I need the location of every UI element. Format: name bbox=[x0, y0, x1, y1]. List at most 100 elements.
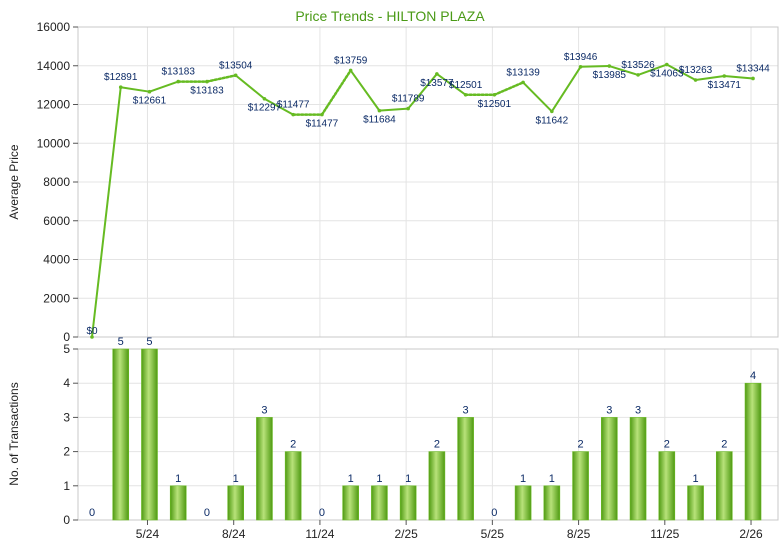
price-line-segment bbox=[263, 97, 295, 116]
price-tick-label: 8000 bbox=[43, 175, 70, 189]
transactions-tick-label: 0 bbox=[63, 513, 70, 527]
transaction-bar bbox=[112, 348, 130, 521]
transaction-bar bbox=[371, 485, 388, 521]
transaction-bar-label: 5 bbox=[118, 336, 124, 348]
transactions-tick-label: 5 bbox=[63, 342, 70, 356]
price-tick-label: 16000 bbox=[37, 20, 71, 34]
price-y-axis-label: Average Price bbox=[7, 144, 21, 219]
x-tick-label: 2/26 bbox=[739, 527, 763, 541]
price-point-label: $14063 bbox=[650, 69, 684, 80]
transaction-bar-label: 3 bbox=[261, 404, 267, 416]
transaction-bar-label: 3 bbox=[635, 404, 641, 416]
price-point-label: $13526 bbox=[621, 60, 655, 71]
price-point-label: $13471 bbox=[708, 80, 742, 91]
x-tick-label: 8/25 bbox=[567, 527, 591, 541]
price-point bbox=[118, 85, 123, 90]
transactions-bars bbox=[112, 348, 762, 521]
price-y-ticks: 0 2000 4000 6000 8000 10000 12000 14000 16000 bbox=[37, 20, 78, 344]
price-point bbox=[176, 79, 181, 84]
price-point-label: $13139 bbox=[506, 67, 540, 78]
price-point bbox=[377, 108, 382, 113]
price-tick-label: 4000 bbox=[43, 253, 70, 267]
price-line-segment bbox=[119, 86, 151, 93]
transaction-bar bbox=[629, 417, 647, 521]
transaction-bar bbox=[256, 417, 273, 521]
price-point-label: $0 bbox=[86, 326, 98, 337]
transactions-plot-frame bbox=[77, 348, 779, 521]
price-point bbox=[665, 62, 669, 67]
transaction-bar-label: 1 bbox=[520, 473, 526, 485]
x-tick-label: 5/25 bbox=[481, 527, 505, 541]
transactions-tick-label: 1 bbox=[63, 479, 70, 493]
chart-title: Price Trends - HILTON PLAZA bbox=[295, 8, 485, 24]
transaction-bar bbox=[687, 485, 704, 521]
price-point-label: $11477 bbox=[277, 100, 310, 111]
x-tick-label: 11/24 bbox=[305, 527, 334, 541]
price-tick-label: 14000 bbox=[37, 59, 71, 73]
price-point bbox=[205, 79, 209, 84]
transactions-bar-labels: 0 5 5 1 0 1 3 2 0 1 1 1 2 3 0 1 1 2 3 3 2 1 2 4 bbox=[89, 336, 756, 519]
price-point-label: $13263 bbox=[679, 65, 713, 76]
price-line-segment bbox=[637, 63, 668, 76]
price-point bbox=[636, 73, 640, 77]
transaction-bar bbox=[141, 348, 158, 521]
x-tick-label: 11/25 bbox=[650, 527, 679, 541]
x-tick-label: 5/24 bbox=[136, 527, 160, 541]
transaction-bar-label: 5 bbox=[146, 336, 152, 348]
transaction-bar bbox=[399, 485, 417, 521]
transaction-bar-label: 2 bbox=[664, 439, 670, 451]
price-line-segment bbox=[723, 74, 755, 80]
transaction-bar bbox=[572, 451, 589, 521]
price-grid bbox=[78, 26, 778, 338]
transaction-bar-label: 2 bbox=[578, 439, 584, 451]
price-point-label: $12661 bbox=[133, 96, 167, 107]
transaction-bar bbox=[658, 451, 676, 521]
transaction-bar-label: 1 bbox=[692, 473, 698, 485]
transactions-tick-label: 3 bbox=[63, 410, 70, 424]
price-line-segment bbox=[550, 65, 582, 113]
price-point-label: $11477 bbox=[306, 119, 339, 130]
price-line-segment bbox=[665, 63, 697, 82]
price-point-label: $13344 bbox=[736, 63, 770, 74]
transactions-y-axis-label: No. of Transactions bbox=[7, 382, 21, 485]
price-point bbox=[550, 109, 554, 114]
price-line-segment bbox=[579, 65, 611, 68]
transaction-bar bbox=[169, 485, 187, 521]
price-point-label: $13759 bbox=[334, 55, 368, 66]
price-line-segment bbox=[91, 86, 122, 338]
x-tick-label: 2/25 bbox=[394, 527, 418, 541]
price-point-label: $11789 bbox=[392, 94, 425, 105]
price-point-label: $13985 bbox=[593, 70, 627, 81]
transaction-bar bbox=[284, 451, 302, 521]
price-point-label: $13946 bbox=[564, 52, 598, 63]
price-point bbox=[147, 89, 152, 94]
price-point-label: $13504 bbox=[219, 60, 253, 71]
transaction-bar-label: 1 bbox=[405, 473, 411, 485]
price-line-segment bbox=[522, 81, 553, 113]
price-tick-label: 10000 bbox=[37, 136, 71, 150]
transaction-bar-label: 4 bbox=[750, 370, 756, 382]
transaction-bar bbox=[543, 485, 561, 521]
price-point-label: $12501 bbox=[449, 80, 483, 91]
transaction-bar bbox=[227, 485, 244, 521]
price-point bbox=[320, 112, 324, 117]
price-series bbox=[90, 62, 755, 339]
transaction-bar bbox=[715, 451, 733, 521]
price-tick-label: 12000 bbox=[37, 98, 71, 112]
price-line-segment bbox=[320, 69, 352, 116]
x-axis-ticks: 5/24 8/24 11/24 2/25 5/25 8/25 11/25 2/26 bbox=[136, 520, 763, 541]
transaction-bar-label: 1 bbox=[233, 473, 239, 485]
price-tick-label: 0 bbox=[63, 330, 70, 344]
price-point bbox=[262, 96, 267, 101]
transaction-bar bbox=[428, 451, 446, 521]
price-point bbox=[291, 112, 295, 117]
price-point-label: $12891 bbox=[104, 72, 138, 83]
transaction-bar-label: 0 bbox=[89, 507, 95, 519]
price-line-segment bbox=[234, 74, 266, 100]
transaction-bar-label: 1 bbox=[549, 473, 555, 485]
price-tick-label: 6000 bbox=[43, 214, 70, 228]
price-point-label: $13183 bbox=[190, 86, 224, 97]
price-point bbox=[233, 73, 238, 78]
price-point bbox=[751, 76, 755, 81]
price-point-labels: $0$12891$12661$13183$13183$13504$12297$1… bbox=[86, 52, 770, 337]
